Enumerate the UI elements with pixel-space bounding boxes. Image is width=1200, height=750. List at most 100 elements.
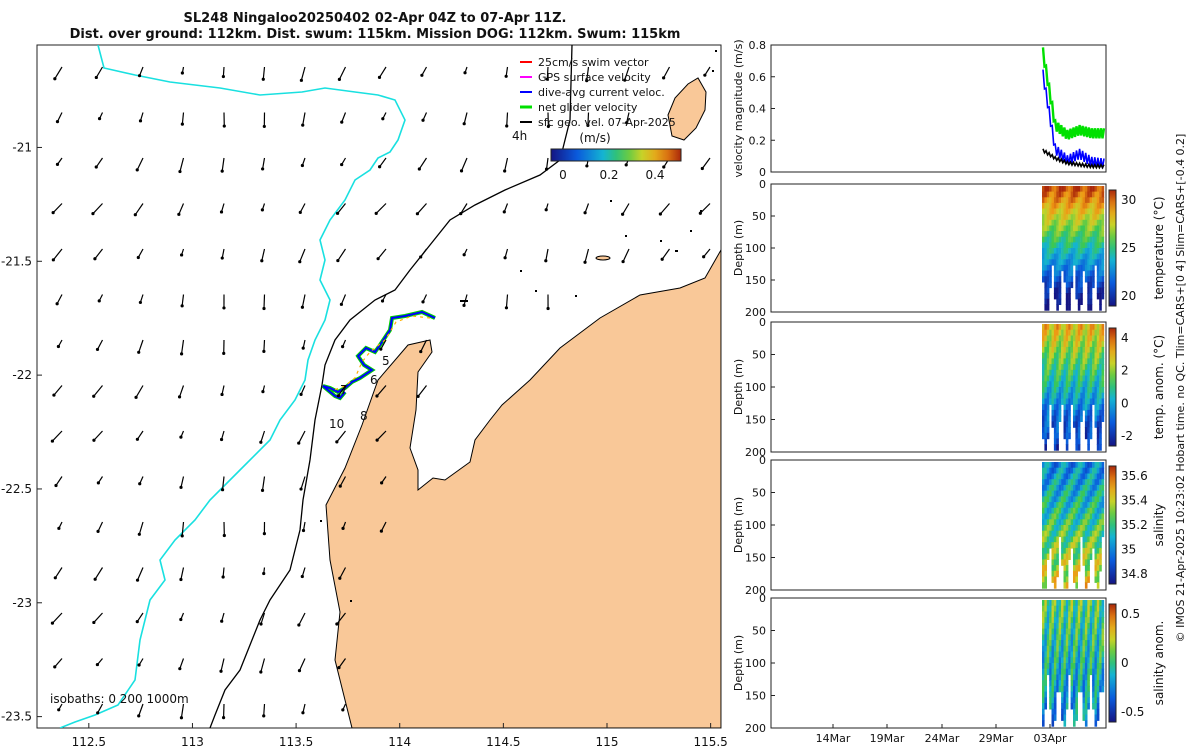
section-cell <box>1049 617 1052 624</box>
section-cell <box>1049 703 1052 710</box>
section-cell <box>1051 547 1055 555</box>
section-cell <box>1075 484 1078 492</box>
section-cell <box>1063 697 1067 704</box>
section-cell <box>1092 392 1095 400</box>
section-cell <box>1053 242 1057 249</box>
section-cell <box>1080 281 1083 289</box>
section-cell <box>1084 253 1088 260</box>
section-cell <box>1044 225 1047 232</box>
section-cell <box>1094 421 1098 428</box>
section-cell <box>1058 369 1062 377</box>
section-cell <box>1056 186 1059 193</box>
section-cell <box>1099 381 1102 388</box>
section-cell <box>1080 197 1083 204</box>
section-cell <box>1051 645 1055 653</box>
section-cell <box>1063 708 1067 716</box>
section-cell <box>1092 381 1095 388</box>
section-cell <box>1094 611 1098 618</box>
section-cell <box>1075 186 1078 193</box>
section-cell <box>1070 276 1074 283</box>
section-cell <box>1096 685 1100 693</box>
section-cell <box>1049 462 1052 469</box>
section-cell <box>1089 208 1093 215</box>
section-cell <box>1070 605 1074 613</box>
sfc-geo-arrow-head <box>624 163 628 167</box>
section-cell <box>1087 341 1090 348</box>
section-cell <box>1061 496 1064 503</box>
section-cell <box>1087 304 1090 311</box>
section-cell <box>1099 657 1102 664</box>
section-cell <box>1092 640 1095 647</box>
section-cell <box>1042 324 1045 331</box>
section-cell <box>1099 438 1102 445</box>
section-cell <box>1082 519 1086 526</box>
section-cell <box>1070 473 1074 480</box>
section-cell <box>1073 324 1076 331</box>
section-cell <box>1056 507 1059 515</box>
section-cell <box>1094 600 1098 607</box>
section-cell <box>1065 335 1069 342</box>
section-cell <box>1063 341 1067 348</box>
section-cell <box>1080 640 1083 647</box>
section-cell <box>1084 259 1088 266</box>
section-cell <box>1094 553 1098 560</box>
sfc-geo-arrow-head <box>546 306 550 311</box>
section-cell <box>1094 565 1098 572</box>
section-cell <box>1044 622 1047 630</box>
section-cell <box>1087 502 1090 509</box>
section-cell <box>1089 259 1093 266</box>
section-cell <box>1051 242 1055 249</box>
sfc-geo-arrow-head <box>135 168 139 172</box>
section-cell <box>1073 685 1076 693</box>
isobath-1000m <box>209 45 573 728</box>
section-cell <box>1068 496 1071 503</box>
section-cell <box>1082 622 1086 630</box>
section-cell <box>1056 663 1059 670</box>
section-cell <box>1058 502 1062 509</box>
section-cell <box>1087 293 1090 300</box>
section-cell <box>1056 513 1059 520</box>
section-cell <box>1070 352 1074 359</box>
sfc-geo-arrow <box>221 476 225 490</box>
section-cell <box>1075 547 1078 555</box>
section-cell <box>1094 404 1098 411</box>
section-cell <box>1068 208 1071 215</box>
section-cell <box>1084 202 1088 210</box>
section-cell <box>1053 680 1057 687</box>
section-cell <box>1058 276 1062 283</box>
sfc-geo-arrow <box>460 203 468 214</box>
sfc-geo-arrow-head <box>262 714 266 718</box>
section-cell <box>1051 657 1055 664</box>
section-cell <box>1063 398 1067 405</box>
section-cell <box>1082 231 1086 238</box>
section-cell <box>1077 398 1081 405</box>
section-cell <box>1046 479 1050 486</box>
section-cell <box>1073 473 1076 480</box>
sfc-geo-arrow-head <box>261 77 265 81</box>
section-cell <box>1094 634 1098 641</box>
sfc-geo-arrow-head <box>262 571 266 576</box>
section-cell <box>1049 525 1052 532</box>
section-cell <box>1089 467 1093 475</box>
section-cell <box>1046 335 1050 342</box>
section-cell <box>1087 270 1090 277</box>
section-cell <box>1092 680 1095 687</box>
section-cell <box>1063 270 1067 277</box>
section-cell <box>1046 473 1050 480</box>
sfc-geo-arrow-head <box>219 210 224 214</box>
section-cell <box>1053 576 1057 583</box>
section-cell <box>1094 242 1098 249</box>
section-cell <box>1053 219 1057 227</box>
section-cell <box>1061 369 1064 377</box>
section-cell <box>1051 202 1055 210</box>
section-cell <box>1096 392 1100 400</box>
section-cell <box>1089 462 1093 469</box>
section-cell <box>1077 293 1081 300</box>
section-cell <box>1053 208 1057 215</box>
sfc-geo-arrow <box>416 203 427 215</box>
section-cell <box>1080 645 1083 653</box>
section-cell <box>1099 640 1102 647</box>
section-cell <box>1082 547 1086 555</box>
section-cell <box>1046 281 1050 289</box>
section-cell <box>1077 519 1081 526</box>
